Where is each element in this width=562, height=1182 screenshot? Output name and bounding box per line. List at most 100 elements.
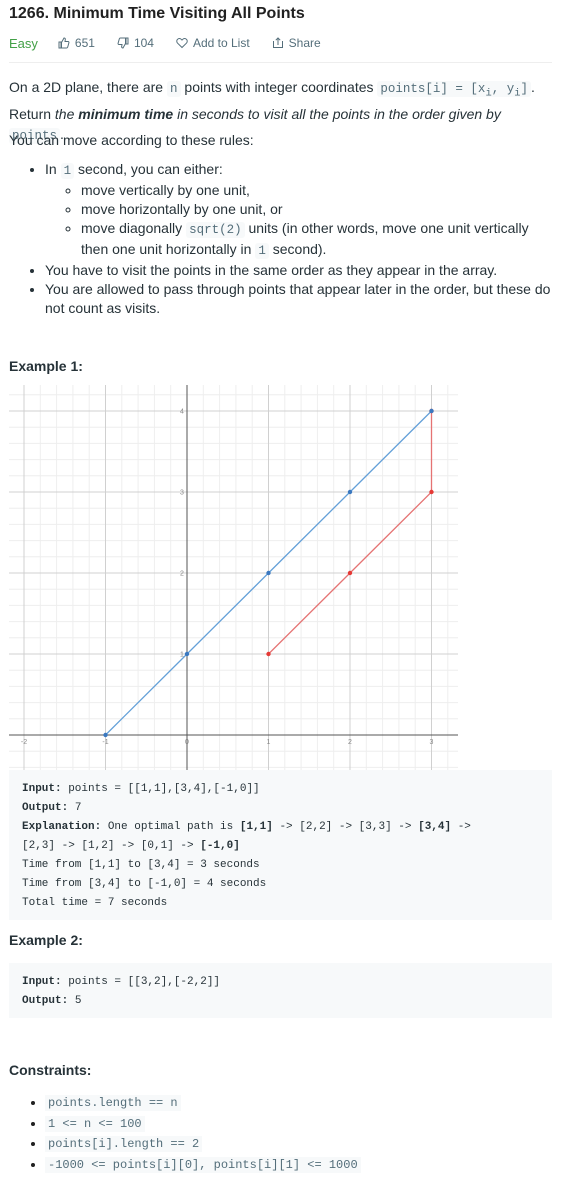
output-label: Output:: [22, 995, 69, 1007]
explanation-bold: [1,1]: [239, 821, 273, 833]
text: On a 2D plane, there are: [9, 79, 167, 95]
text: . Return: [9, 79, 535, 122]
sub-rule-item: move diagonally sqrt(2) units (in other …: [81, 219, 554, 261]
like-button[interactable]: 651: [58, 36, 95, 50]
constraints-heading: Constraints:: [9, 1062, 92, 1078]
x-tick-label: 2: [348, 739, 352, 746]
explanation-bold: [3,4]: [418, 821, 452, 833]
code: 1: [60, 163, 75, 179]
total-line: Total time = 7 seconds: [22, 897, 168, 909]
series-point: [429, 408, 434, 414]
rules-list: In 1 second, you can either: move vertic…: [9, 160, 554, 318]
text: units (in other words, move one unit ver…: [81, 220, 529, 257]
code-n: n: [167, 81, 181, 97]
subscript: i: [514, 87, 521, 100]
y-tick-labels: 1 2 3 4: [180, 409, 184, 659]
input-value: points = [[3,2],[-2,2]]: [61, 976, 221, 988]
problem-meta-bar: Easy 651 104 Add to List Share: [9, 34, 343, 52]
input-value: points = [[1,1],[3,4],[-1,0]]: [61, 783, 260, 795]
series-point: [266, 570, 271, 576]
constraint-item: points[i].length == 2: [45, 1134, 361, 1155]
constraint-code: points.length == n: [45, 1095, 181, 1111]
emphasis: the minimum time in seconds to visit all…: [55, 106, 501, 122]
code-points: points: [9, 127, 61, 144]
constraint-item: 1 <= n <= 100: [45, 1114, 361, 1135]
output-value: 7: [68, 802, 82, 814]
text: the: [54, 105, 79, 122]
input-label: Input:: [22, 976, 62, 988]
subscript: i: [485, 87, 492, 100]
minor-grid: [9, 385, 458, 771]
share-button[interactable]: Share: [272, 36, 321, 50]
code-part: ]: [520, 82, 528, 96]
series-point: [347, 489, 353, 495]
x-tick-label: 3: [430, 739, 434, 746]
time-line: Time from [3,4] to [-1,0] = 4 seconds: [22, 878, 267, 890]
text: points with integer coordinates: [180, 79, 378, 95]
constraint-item: points.length == n: [45, 1093, 361, 1114]
code: 1: [255, 243, 269, 259]
y-tick-label: 3: [180, 490, 184, 497]
y-tick-label: 1: [180, 652, 184, 659]
series-point: [184, 651, 190, 657]
explanation-text: One optimal path is: [101, 821, 240, 833]
series-point: [266, 651, 271, 657]
major-grid: [9, 385, 458, 771]
text: In: [45, 161, 61, 177]
example2-heading: Example 2:: [9, 932, 83, 948]
description-paragraph: On a 2D plane, there are n points with i…: [9, 77, 554, 146]
code: sqrt(2): [186, 222, 245, 238]
output-label: Output:: [22, 802, 69, 814]
explanation-label: Explanation:: [22, 821, 102, 833]
example1-code-block: Input: points = [[1,1],[3,4],[-1,0]] Out…: [9, 770, 552, 920]
x-tick-label: -2: [21, 739, 27, 746]
sub-rule-item: move vertically by one unit,: [81, 181, 554, 200]
add-to-list-label: Add to List: [192, 36, 250, 50]
like-count: 651: [74, 36, 95, 50]
share-label: Share: [288, 36, 321, 50]
x-tick-labels: -2 -1 0 1 2 3: [21, 739, 434, 746]
explanation-bold: [-1,0]: [200, 840, 240, 852]
dislike-count: 104: [133, 36, 154, 50]
rule-item: In 1 second, you can either: move vertic…: [45, 160, 554, 261]
thumbs-up-icon: [58, 37, 70, 49]
series-point: [347, 570, 353, 576]
text: second, you can either:: [74, 161, 223, 177]
sub-rule-item: move horizontally by one unit, or: [81, 200, 554, 219]
share-icon: [272, 37, 283, 48]
output-value: 5: [68, 995, 82, 1007]
constraint-code: 1 <= n <= 100: [45, 1115, 145, 1132]
strong-text: minimum time: [78, 105, 174, 122]
time-line: Time from [1,1] to [3,4] = 3 seconds: [22, 859, 260, 871]
x-tick-label: -1: [102, 739, 108, 746]
constraint-code: -1000 <= points[i][0], points[i][1] <= 1…: [45, 1156, 361, 1173]
text: move diagonally: [81, 220, 187, 236]
difficulty-badge: Easy: [9, 35, 38, 51]
series-point: [429, 489, 434, 495]
rule-item: You are allowed to pass through points t…: [45, 280, 554, 318]
axes: [9, 385, 458, 771]
explanation-text: -> [2,2] -> [3,3] ->: [272, 821, 419, 833]
series-point: [103, 732, 108, 738]
add-to-list-button[interactable]: Add to List: [176, 36, 250, 50]
code-points-i: points[i] = [xi, yi]: [377, 81, 531, 100]
series-line-1: [268, 411, 433, 655]
sub-rules-list: move vertically by one unit, move horizo…: [45, 181, 554, 261]
example1-plot: -2 -1 0 1 2 3 1 2 3 4: [9, 385, 458, 771]
rules-intro: You can move according to these rules:: [9, 132, 254, 148]
constraint-item: -1000 <= points[i][0], points[i][1] <= 1…: [45, 1155, 361, 1176]
rule-item: You have to visit the points in the same…: [45, 261, 554, 280]
constraints-list: points.length == n 1 <= n <= 100 points[…: [9, 1093, 361, 1175]
example1-heading: Example 1:: [9, 358, 83, 374]
code-part: , y: [491, 82, 515, 96]
dislike-button[interactable]: 104: [117, 36, 154, 50]
example2-code-block: Input: points = [[3,2],[-2,2]] Output: 5: [9, 963, 552, 1018]
problem-title: 1266. Minimum Time Visiting All Points: [9, 5, 305, 22]
text: .: [60, 125, 64, 142]
y-tick-label: 2: [180, 571, 184, 578]
divider: [9, 62, 552, 63]
thumbs-down-icon: [117, 37, 129, 49]
text: in seconds to visit all the points in th…: [173, 105, 501, 122]
heart-icon: [176, 38, 188, 49]
